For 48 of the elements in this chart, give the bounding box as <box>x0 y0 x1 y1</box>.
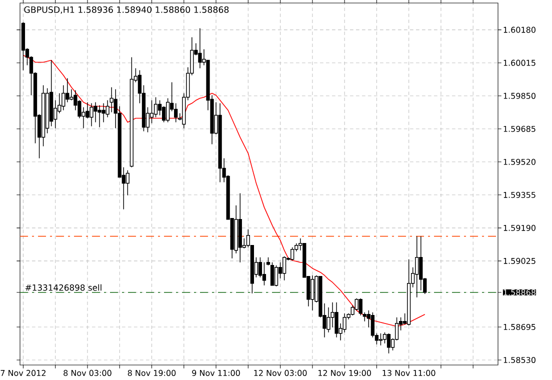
x-tick-label: 13 Nov 11:00 <box>382 370 436 376</box>
y-tick-label: 1.59520 <box>504 158 536 165</box>
x-tick-label: 12 Nov 03:00 <box>254 370 307 376</box>
chart-title: GBPUSD,H1 1.58936 1.58940 1.58860 1.58868 <box>24 6 229 14</box>
x-tick-label: 9 Nov 11:00 <box>192 370 240 376</box>
candlestick <box>166 98 170 123</box>
ref-line-label: #1331426898 sell <box>25 284 102 291</box>
y-tick-label: 1.59025 <box>504 258 536 264</box>
candlestick <box>174 102 178 123</box>
candlestick <box>162 106 166 123</box>
y-tick-label: 1.60015 <box>504 60 536 66</box>
candlestick <box>358 298 362 316</box>
candlestick <box>362 312 366 322</box>
x-tick-label: 12 Nov 19:00 <box>318 370 371 376</box>
x-tick-label: 8 Nov 19:00 <box>128 370 176 376</box>
candlestick <box>419 236 423 291</box>
y-tick-label: 1.59685 <box>504 126 536 132</box>
y-tick-label: 1.59850 <box>504 92 536 99</box>
candlestick <box>282 256 286 281</box>
y-tick-label: 1.58868 <box>504 289 536 296</box>
candlestick <box>98 104 102 128</box>
candlestick <box>258 256 262 278</box>
y-tick-label: 1.58695 <box>504 324 536 330</box>
candlestick <box>90 102 94 127</box>
candlestick <box>378 333 383 346</box>
x-tick-label: 7 Nov 2012 <box>0 370 46 376</box>
candlestick <box>354 298 358 311</box>
candlestick <box>415 236 419 298</box>
candlestick <box>382 332 387 344</box>
candlestick <box>150 100 154 124</box>
candlestick <box>274 264 278 287</box>
candlestick <box>262 262 266 286</box>
candlestick <box>126 170 130 196</box>
candlestick <box>334 302 338 338</box>
y-tick-label: 1.60180 <box>504 26 536 33</box>
candlestick <box>66 78 70 103</box>
candlestick <box>290 246 294 261</box>
candlestick <box>198 28 202 69</box>
candlestick <box>62 84 66 111</box>
candlestick <box>154 96 158 118</box>
candlestick <box>370 312 374 338</box>
candlestick <box>310 274 314 311</box>
candlestick <box>386 333 391 354</box>
y-tick-label: 1.59190 <box>504 224 536 231</box>
candlestick <box>270 262 274 286</box>
y-tick-label: 1.59355 <box>504 192 536 198</box>
x-tick-label: 8 Nov 03:00 <box>64 370 112 376</box>
y-tick-label: 1.58530 <box>504 356 536 364</box>
